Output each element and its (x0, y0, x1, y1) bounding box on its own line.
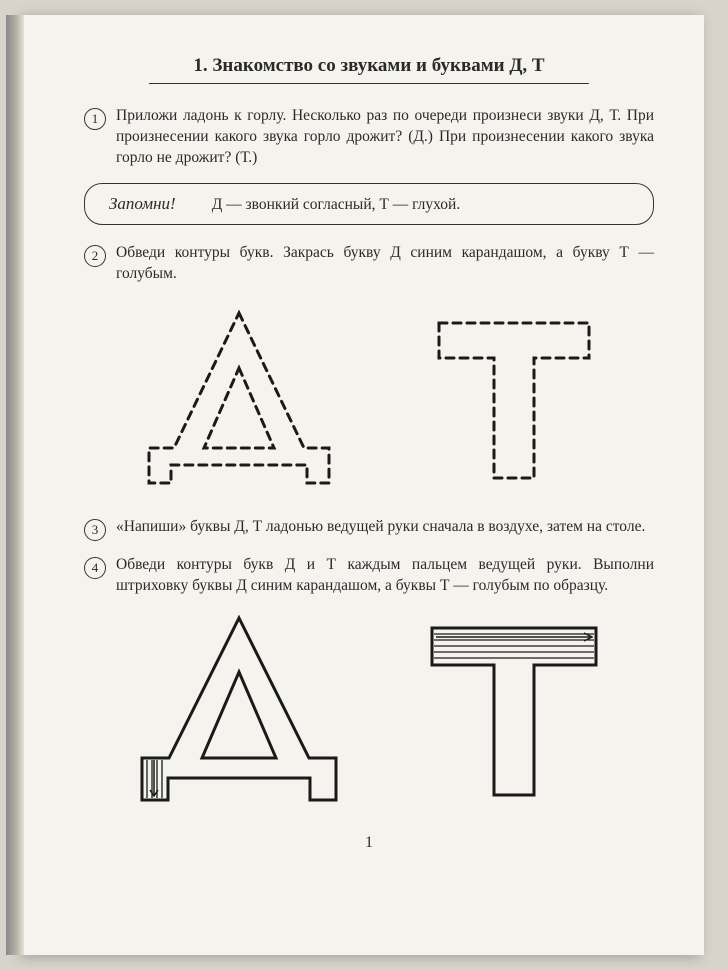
dashed-letter-t (419, 303, 609, 493)
exercise-number: 2 (84, 245, 106, 267)
book-spine (6, 15, 24, 955)
exercise-text: «Напиши» буквы Д, Т ладонью ведущей руки… (116, 517, 645, 538)
remember-text: Д — звонкий согласный, Т — глухой. (212, 196, 461, 214)
exercise-text: Приложи ладонь к горлу. Несколько раз по… (116, 106, 654, 169)
exercise-item: 2 Обведи контуры букв. Закрась букву Д с… (84, 243, 654, 285)
exercise-number: 1 (84, 108, 106, 130)
dashed-letters-row (84, 303, 654, 493)
remember-label: Запомни! (109, 194, 176, 214)
solid-letter-d (124, 610, 354, 810)
exercise-number: 3 (84, 519, 106, 541)
exercise-item: 1 Приложи ладонь к горлу. Несколько раз … (84, 106, 654, 169)
solid-letters-row (84, 610, 654, 810)
exercise-text: Обведи контуры букв. Закрась букву Д син… (116, 243, 654, 285)
exercise-number: 4 (84, 557, 106, 579)
solid-letter-t (414, 610, 614, 810)
workbook-page: 1. Знакомство со звуками и буквами Д, Т … (24, 15, 704, 955)
exercise-item: 4 Обведи контуры букв Д и Т каждым пальц… (84, 555, 654, 597)
title-underline (149, 83, 589, 84)
page-title: 1. Знакомство со звуками и буквами Д, Т (84, 55, 654, 77)
exercise-item: 3 «Напиши» буквы Д, Т ладонью ведущей ру… (84, 517, 654, 541)
dashed-letter-d (129, 303, 349, 493)
exercise-text: Обведи контуры букв Д и Т каждым пальцем… (116, 555, 654, 597)
remember-box: Запомни! Д — звонкий согласный, Т — глух… (84, 183, 654, 225)
page-number: 1 (84, 834, 654, 852)
